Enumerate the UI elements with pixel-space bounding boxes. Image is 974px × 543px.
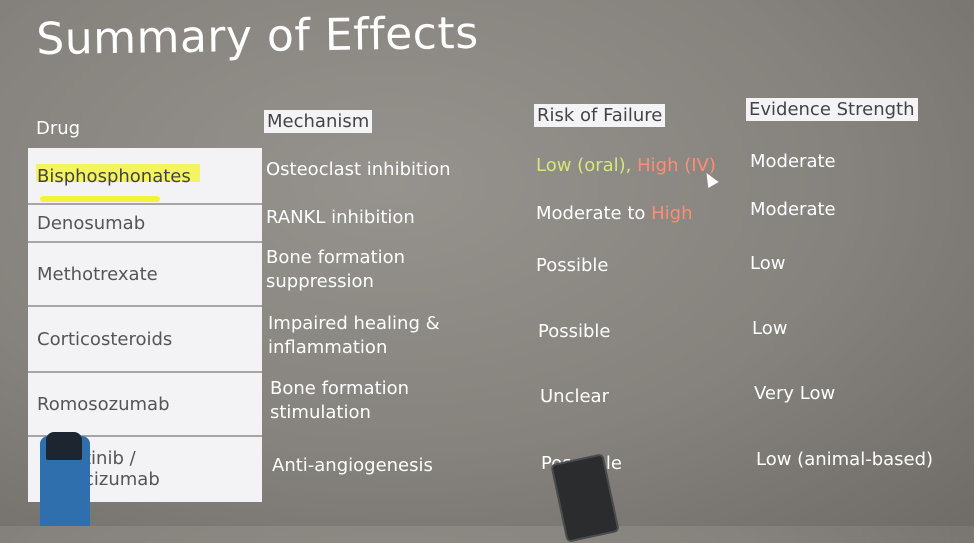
drug-name: Bisphosphonates — [37, 166, 191, 187]
drug-cell-partial: tinib / cizumab — [28, 437, 262, 501]
slide-title: Summary of Effects — [36, 7, 479, 65]
evidence-cell: Moderate — [750, 151, 836, 172]
risk-cell: Possible — [538, 321, 611, 342]
mechanism-line: Bone formation — [266, 247, 406, 268]
drug-name-line: tinib / — [84, 448, 136, 469]
mechanism-line: Impaired healing & — [268, 313, 440, 334]
risk-part-green: Low (oral), — [536, 155, 638, 176]
header-mechanism: Mechanism — [264, 110, 373, 133]
drug-name: Methotrexate — [37, 263, 158, 285]
mechanism-line: Anti-angiogenesis — [272, 455, 433, 476]
header-drug: Drug — [36, 118, 81, 139]
risk-cell: Moderate to High — [536, 202, 693, 226]
evidence-cell: Low — [752, 318, 788, 339]
mechanism-cell: Bone formation stimulation — [270, 377, 409, 425]
mechanism-line: stimulation — [270, 402, 371, 423]
evidence-cell: Low (animal-based) — [756, 449, 934, 470]
drug-cell-corticosteroids: Corticosteroids — [28, 307, 262, 373]
risk-part-white: Moderate to — [536, 203, 652, 224]
highlight-marker — [36, 164, 200, 182]
mechanism-line: suppression — [266, 271, 374, 292]
risk-cell: Possible — [536, 255, 609, 276]
evidence-cell: Very Low — [754, 383, 836, 404]
bottle-cap — [46, 432, 82, 460]
header-evidence: Evidence Strength — [746, 98, 918, 121]
drug-cell-bisphosphonates: Bisphosphonates — [28, 150, 262, 205]
risk-cell: Unclear — [540, 386, 609, 407]
risk-cell: Low (oral), High (IV) — [536, 154, 716, 178]
risk-part-red: High (IV) — [637, 155, 716, 176]
mechanism-line: RANKL inhibition — [266, 207, 415, 228]
mechanism-line: Osteoclast inhibition — [266, 159, 451, 180]
header-risk: Risk of Failure — [534, 104, 666, 127]
mechanism-cell: RANKL inhibition — [266, 206, 415, 230]
mechanism-cell: Osteoclast inhibition — [266, 158, 451, 182]
evidence-cell: Moderate — [750, 199, 836, 220]
risk-part-red: High — [651, 203, 693, 224]
mechanism-cell: Bone formation suppression — [266, 246, 405, 294]
evidence-cell: Low — [750, 253, 786, 274]
drug-name-line: cizumab — [84, 469, 160, 490]
highlight-underline — [40, 196, 160, 202]
drug-cell-romosozumab: Romosozumab — [28, 373, 262, 437]
mechanism-line: inflammation — [268, 337, 388, 358]
drug-name: Denosumab — [37, 212, 146, 234]
mechanism-cell: Anti-angiogenesis — [272, 454, 433, 478]
drug-cell-denosumab: Denosumab — [28, 205, 262, 243]
drug-name: Romosozumab — [37, 393, 170, 415]
mechanism-line: Bone formation — [270, 378, 410, 399]
drug-cell-methotrexate: Methotrexate — [28, 243, 262, 307]
drug-name: Corticosteroids — [37, 328, 173, 350]
mechanism-cell: Impaired healing & inflammation — [268, 312, 440, 360]
